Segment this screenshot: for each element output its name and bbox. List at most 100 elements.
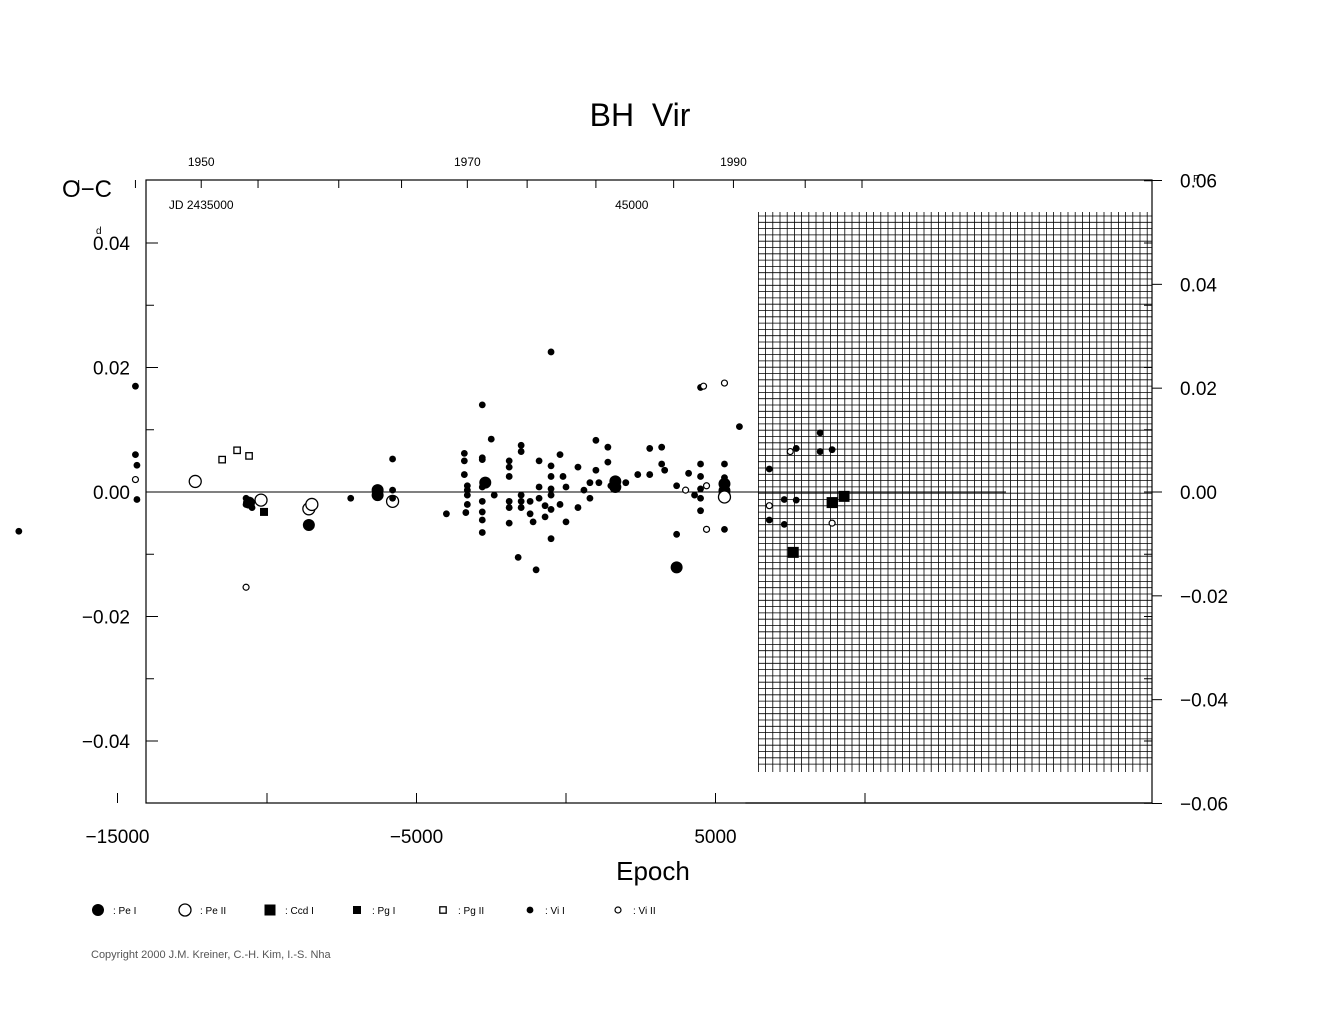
data-point — [478, 529, 486, 536]
data-point — [460, 457, 468, 465]
y-right-tick-label: −0.02 — [1180, 587, 1228, 608]
data-point — [478, 508, 486, 516]
no-data-hatched-region — [745, 212, 1152, 804]
legend-label: : Ccd I — [285, 906, 314, 917]
data-point — [562, 483, 570, 491]
legend-label: : Pg I — [372, 906, 395, 917]
data-point — [389, 494, 396, 502]
data-point — [490, 491, 498, 499]
data-point — [556, 451, 564, 459]
chart-title: BH Vir — [590, 97, 691, 133]
legend-label: : Vi II — [633, 906, 656, 917]
data-point — [302, 518, 315, 531]
data-point — [765, 465, 773, 473]
data-point — [658, 460, 666, 468]
data-point — [478, 401, 486, 409]
data-point — [242, 494, 250, 502]
data-point — [260, 507, 269, 516]
y-tick-label: 0.00 — [93, 483, 130, 504]
copyright-notice: Copyright 2000 J.M. Kreiner, C.-H. Kim, … — [91, 949, 331, 961]
data-point — [547, 348, 555, 356]
y-right-tick-label: 0.02 — [1180, 379, 1217, 400]
data-point — [673, 482, 681, 490]
top-year-label: 1990 — [720, 155, 747, 169]
data-point — [547, 491, 555, 499]
data-point — [371, 489, 384, 502]
data-point — [132, 382, 139, 390]
data-point — [505, 519, 513, 527]
data-point — [478, 483, 486, 491]
data-point — [646, 445, 654, 452]
data-point — [792, 445, 800, 452]
data-point — [816, 448, 824, 455]
data-point — [463, 501, 471, 508]
data-point — [697, 473, 704, 480]
data-point — [828, 519, 836, 527]
x-axis-label: Epoch — [616, 856, 690, 886]
data-point — [607, 482, 615, 490]
legend-label: : Pe I — [113, 906, 136, 917]
data-point — [547, 485, 555, 493]
data-point — [529, 518, 537, 526]
data-point — [389, 455, 396, 463]
x-tick-label: −15000 — [86, 827, 150, 848]
data-point — [697, 494, 704, 502]
data-point — [697, 460, 704, 468]
y-right-tick-label: 0.00 — [1180, 483, 1217, 504]
data-point — [765, 502, 773, 510]
data-point — [765, 516, 773, 524]
top-axis-labels: 1950 1970 1990 JD 2435000 45000 — [169, 155, 747, 212]
y-right-tick-label: −0.04 — [1180, 691, 1229, 712]
data-point — [702, 482, 711, 490]
data-point — [780, 496, 788, 503]
data-point — [697, 485, 704, 493]
data-point — [787, 546, 799, 558]
data-point — [517, 491, 525, 499]
legend-marker — [92, 904, 104, 916]
top-year-label: 1970 — [454, 155, 481, 169]
data-point — [463, 491, 471, 499]
data-point — [699, 382, 708, 390]
y-tick-label: 0.04 — [93, 234, 130, 255]
data-point — [547, 473, 555, 480]
data-point — [592, 466, 600, 474]
data-point — [505, 473, 513, 480]
data-point — [463, 486, 471, 494]
data-point — [460, 471, 468, 478]
y-tick-label: −0.04 — [82, 732, 131, 753]
data-point — [517, 497, 525, 505]
y-tick-label: 0.02 — [93, 359, 130, 380]
data-point — [736, 423, 743, 431]
data-point — [305, 497, 319, 512]
data-point — [622, 479, 630, 487]
data-point — [517, 441, 525, 449]
data-point — [661, 466, 669, 474]
data-point — [595, 479, 603, 487]
legend: : Pe I: Pe II: Ccd I: Pg I: Pg II: Vi I:… — [92, 903, 656, 917]
data-point — [658, 443, 666, 451]
data-point — [526, 497, 534, 505]
top-year-label: 1950 — [188, 155, 215, 169]
data-point — [478, 456, 486, 464]
data-point — [646, 471, 654, 478]
data-point — [559, 473, 567, 480]
data-point — [347, 494, 355, 502]
data-point — [780, 520, 788, 528]
data-point — [541, 502, 549, 510]
legend-label: : Pe II — [200, 906, 226, 917]
data-point — [462, 509, 470, 516]
data-point — [604, 458, 612, 466]
data-point — [786, 447, 794, 456]
data-point — [514, 553, 522, 561]
data-point — [443, 510, 450, 518]
data-point — [634, 471, 642, 478]
data-point — [547, 462, 555, 470]
data-point — [717, 490, 732, 504]
data-point — [15, 527, 23, 535]
data-point — [586, 494, 594, 502]
data-point — [248, 504, 256, 511]
data-point — [697, 507, 704, 515]
data-point — [838, 490, 850, 502]
y-right-tick-label: −0.06 — [1180, 795, 1228, 816]
